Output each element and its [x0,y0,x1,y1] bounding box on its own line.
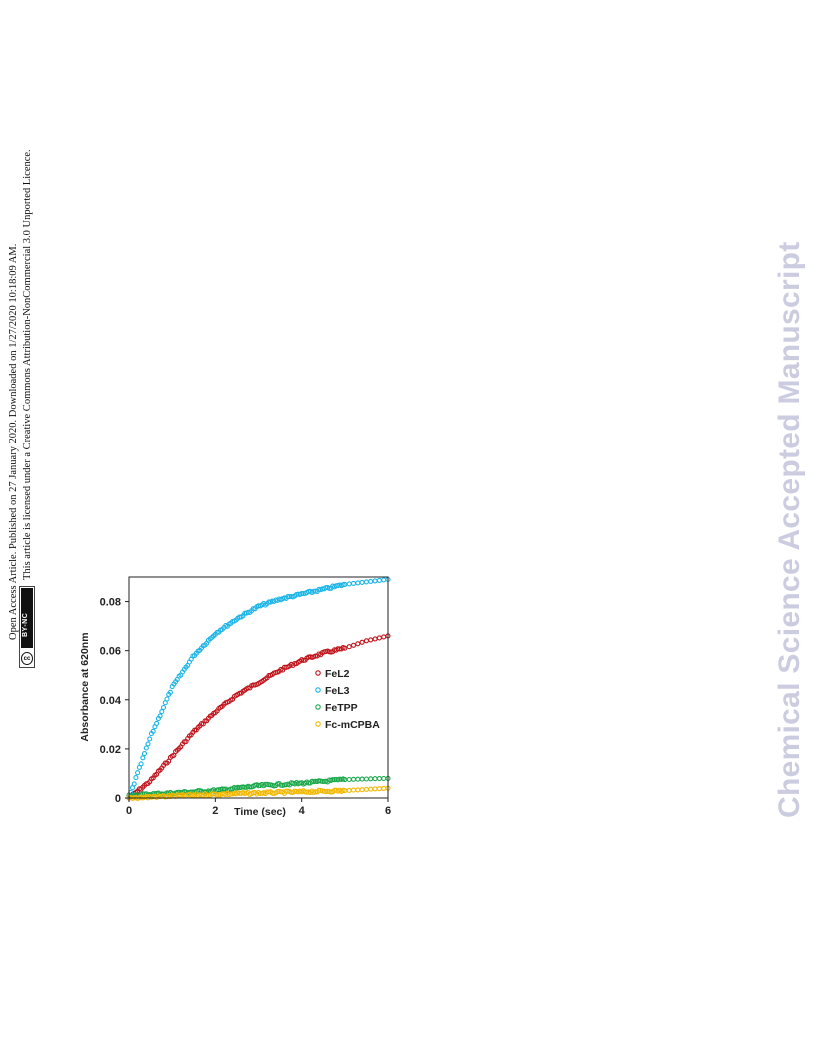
data-point [372,786,378,792]
data-point [147,736,153,742]
data-point [140,755,146,761]
data-point [209,791,215,797]
legend-label: Fc-mCPBA [325,719,380,731]
data-point [145,741,151,747]
data-point [381,775,387,782]
legend-label: FeTPP [325,702,358,714]
accepted-manuscript-watermark: Chemical Science Accepted Manuscript [773,241,806,818]
data-point [376,776,382,782]
y-tick-label: 0.06 [100,646,121,658]
data-point [346,787,352,793]
y-tick-label: 0.02 [100,744,121,756]
x-axis-label: Time (sec) [234,806,286,818]
data-point [381,577,387,583]
data-point [355,641,361,647]
data-point [164,696,170,702]
data-point [159,709,165,715]
data-point [350,776,357,782]
data-point [154,720,160,726]
data-point [143,745,149,751]
x-tick-label: 6 [385,805,391,817]
y-tick-label: 0.04 [100,695,122,707]
legend-marker [315,721,321,727]
data-point [372,776,378,782]
plot-frame [128,576,389,799]
legend-marker [315,687,321,693]
cc-badge-dark-panel [21,588,33,648]
data-point [285,594,291,600]
data-point [346,581,352,587]
y-tick-label: 0.08 [100,597,121,609]
cc-badge-text: BY-NC [22,612,29,637]
data-point [368,637,374,643]
creative-commons-icon: cc [21,652,33,665]
data-point [133,775,139,781]
legend-marker [315,670,321,676]
y-tick-label: 0 [115,793,121,805]
data-point [376,786,382,792]
data-point [376,635,382,641]
data-point [363,579,369,585]
data-point [141,751,148,757]
data-point [359,787,365,793]
data-point [342,645,348,651]
legend-label: FeL2 [325,668,350,680]
series-fel2 [126,633,391,801]
data-point [131,781,137,787]
data-point [368,578,374,584]
series-fel3 [126,576,391,801]
license-notice: This article is licensed under a Creativ… [22,149,33,580]
data-point [376,577,382,583]
data-point [350,787,357,793]
data-point [368,786,374,792]
data-point [245,685,251,691]
data-point [372,636,378,642]
y-axis-label: Absorbance at 620nm [79,632,91,741]
data-point [359,776,365,782]
data-point [346,776,352,783]
data-point [355,787,361,793]
data-point [350,642,357,648]
data-point [157,713,163,719]
data-point [135,770,141,776]
data-point [381,634,387,640]
data-point [150,728,156,734]
x-tick-label: 4 [299,805,306,817]
data-point [359,639,365,645]
data-point [359,579,365,585]
data-point [138,761,144,767]
data-point [355,776,361,782]
x-tick-label: 0 [126,805,132,817]
data-point [167,689,173,695]
data-point [363,786,369,792]
cc-license-badge[interactable]: BY-NC cc [19,586,35,668]
open-access-notice: Open Access Article. Published on 27 Jan… [8,243,19,640]
legend-label: FeL3 [325,685,350,697]
data-point [346,644,352,650]
legend-marker [315,704,321,710]
data-point [368,776,374,782]
data-point [299,591,305,597]
data-point [372,578,378,584]
data-point [363,776,369,782]
data-point [355,580,361,586]
data-point [350,580,357,586]
data-point [160,704,167,711]
data-point [381,785,387,791]
absorbance-chart: 0 2 4 6 0 0.02 0.04 0.06 0.08 FeL2 FeL3 FeTPP Fc-mC… [79,576,391,818]
x-tick-label: 2 [212,805,218,817]
data-point [363,638,369,644]
